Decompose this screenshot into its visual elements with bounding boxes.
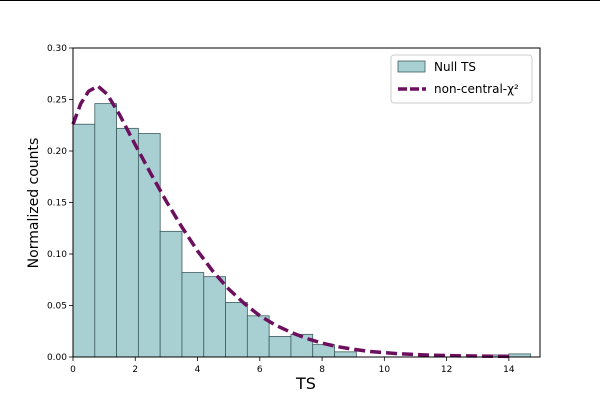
x-tick-label: 12: [441, 365, 452, 375]
histogram-bar: [137, 133, 161, 358]
y-tick-label: 0.05: [47, 302, 67, 312]
histogram-bar: [94, 103, 117, 358]
histogram-bar: [268, 335, 292, 358]
x-tick-label: 2: [132, 365, 138, 375]
x-tick-label: 6: [257, 365, 263, 375]
y-tick-label: 0.30: [47, 44, 67, 54]
x-axis-ticks: 0 2 4 6 8 10 12 14: [70, 357, 515, 375]
histogram-bar: [334, 351, 357, 358]
top-frame-line: [0, 0, 600, 1]
legend-label-curve: non-central-χ²: [434, 82, 519, 96]
y-axis-ticks: 0.00 0.05 0.10 0.15 0.20 0.25 0.30: [47, 44, 73, 363]
histogram-bar: [246, 315, 270, 358]
legend: Null TS non-central-χ²: [390, 54, 533, 104]
legend-swatch-null-ts: [397, 60, 426, 73]
x-axis-label: TS: [295, 374, 316, 393]
histogram-bar: [181, 272, 205, 358]
x-tick-label: 8: [319, 365, 325, 375]
curve-noncentral-chi2: [71, 84, 509, 359]
x-tick-label: 10: [379, 365, 391, 375]
y-tick-label: 0.10: [47, 250, 67, 260]
histogram-bar: [116, 127, 139, 358]
histogram-bar: [159, 230, 183, 358]
y-axis-label: Normalized counts: [26, 138, 42, 269]
x-tick-label: 14: [503, 365, 515, 375]
histogram-bar: [203, 276, 226, 358]
y-tick-label: 0.25: [47, 96, 67, 106]
histogram-bars: [72, 103, 532, 358]
legend-box: [390, 54, 533, 104]
y-tick-label: 0.15: [47, 199, 67, 209]
x-tick-label: 4: [195, 365, 201, 375]
legend-label-null-ts: Null TS: [434, 60, 476, 74]
x-tick-label: 0: [70, 365, 76, 375]
y-tick-label: 0.20: [47, 147, 67, 157]
y-tick-label: 0.00: [47, 353, 67, 363]
histogram-bar: [72, 123, 96, 358]
histogram-bar: [225, 302, 248, 358]
